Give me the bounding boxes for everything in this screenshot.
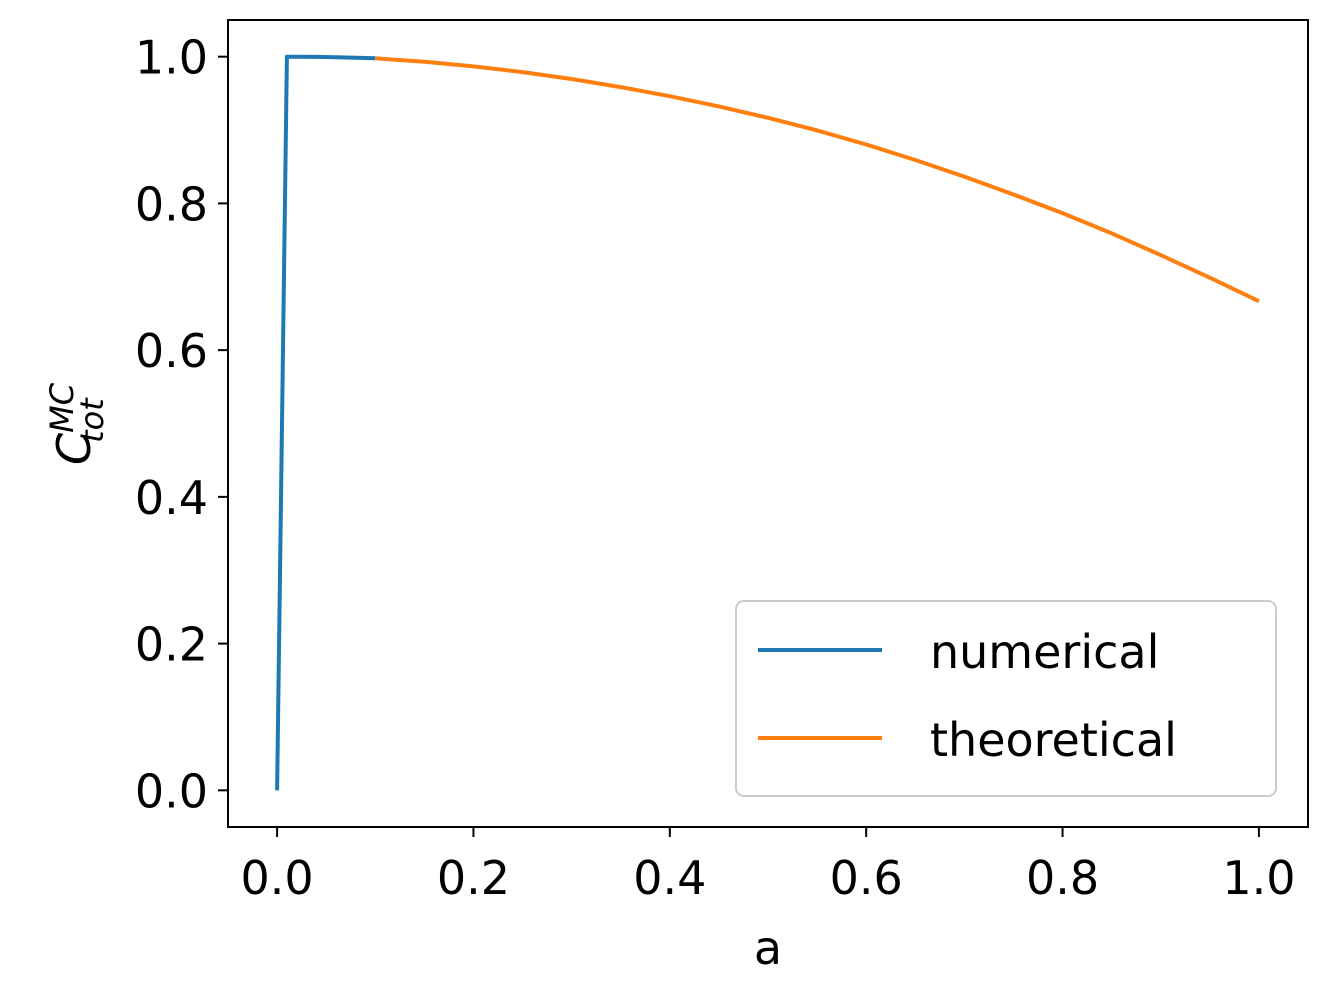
y-axis-label-base: C [47, 433, 101, 465]
series-line-theoretical [375, 56, 1260, 304]
y-axis-label-superscript: MC [43, 382, 81, 433]
y-tick-label: 0.2 [135, 618, 208, 672]
y-tick-label: 1.0 [135, 31, 208, 85]
x-tick-label: 1.0 [1222, 851, 1295, 905]
x-tick-label: 0.8 [1026, 851, 1099, 905]
x-tick-label: 0.0 [241, 851, 314, 905]
series-layer [275, 54, 1260, 791]
legend: numerical theoretical [735, 600, 1277, 797]
x-axis-label: a [754, 921, 782, 975]
x-tick-label: 0.2 [437, 851, 510, 905]
x-tick-label: 0.4 [633, 851, 706, 905]
y-tick-label: 0.4 [135, 471, 208, 525]
y-axis-ticks: 0.0 0.2 0.4 0.6 0.8 1.0 [135, 31, 228, 818]
y-axis-label: CMCtot [43, 382, 111, 465]
x-axis-ticks: 0.0 0.2 0.4 0.6 0.8 1.0 [241, 827, 1295, 905]
y-tick-label: 0.8 [135, 177, 208, 231]
y-tick-label: 0.0 [135, 764, 208, 818]
legend-label-numerical: numerical [930, 625, 1159, 679]
series-line-numerical [275, 54, 376, 791]
y-tick-label: 0.6 [135, 324, 208, 378]
y-axis-label-subscript: tot [73, 397, 111, 443]
x-tick-label: 0.6 [830, 851, 903, 905]
legend-label-theoretical: theoretical [930, 713, 1177, 767]
